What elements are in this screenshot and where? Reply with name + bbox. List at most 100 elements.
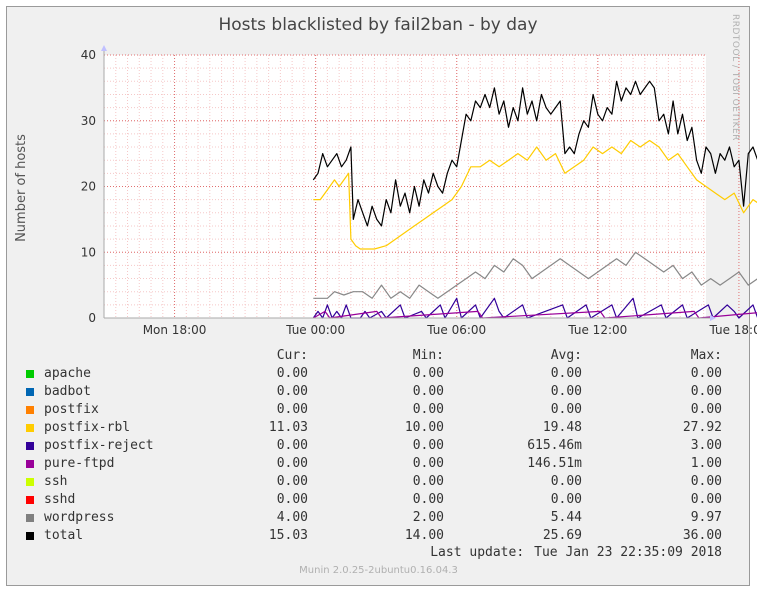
legend-avg: 0.00 [550,402,582,417]
legend-max: 0.00 [690,474,722,489]
chart-title: Hosts blacklisted by fail2ban - by day [218,15,537,35]
y-tick-label: 10 [81,245,96,259]
legend-table: Cur: Min: Avg: Max: apache 0.00 0.00 0.00 0.… [24,347,736,545]
legend-min: 0.00 [412,438,444,453]
legend-row: sshd 0.00 0.00 0.00 0.00 [24,491,736,509]
legend-avg: 0.00 [550,474,582,489]
grid [103,54,740,319]
top-strip [0,0,757,6]
legend-name: wordpress [44,510,115,525]
x-ticks: Mon 18:00 Tue 00:00 Tue 06:00 Tue 12:00 Tue … [143,323,757,337]
legend-min: 0.00 [412,366,444,381]
legend-avg: 19.48 [542,420,582,435]
legend-header: Cur: Min: Avg: Max: [24,347,736,365]
axes [101,45,716,321]
series-line-postfix-rbl [313,139,757,250]
legend-avg: 0.00 [550,366,582,381]
legend-name: sshd [44,492,76,507]
legend-min: 0.00 [412,492,444,507]
series-line-total [312,80,757,227]
y-axis-label: Number of hosts [14,134,29,242]
legend-avg: 615.46m [527,438,582,453]
last-update-label: Last update: [430,545,525,560]
legend-swatch [26,514,34,522]
legend-name: apache [44,366,91,381]
last-update-value: Tue Jan 23 22:35:09 2018 [534,545,722,560]
y-tick-label: 40 [81,48,96,62]
rrdtool-watermark: RRDTOOL / TOBI OETIKER [730,14,740,141]
legend-swatch [26,496,34,504]
x-tick-label: Tue 18:00 [708,323,757,337]
last-update: Last update: Tue Jan 23 22:35:09 2018 [24,545,736,560]
x-tick-label: Tue 06:00 [426,323,486,337]
legend-cur: 0.00 [276,402,308,417]
legend-max: 1.00 [690,456,722,471]
legend-avg: 0.00 [550,384,582,399]
legend-name: badbot [44,384,91,399]
y-axis-arrow [101,45,107,51]
legend-swatch [26,478,34,486]
legend-swatch [26,442,34,450]
legend-row: postfix 0.00 0.00 0.00 0.00 [24,401,736,419]
legend-name: pure-ftpd [44,456,115,471]
legend-max: 0.00 [690,492,722,507]
header-min: Min: [412,348,444,363]
y-tick-label: 30 [81,114,96,128]
legend-swatch [26,532,34,540]
legend-cur: 0.00 [276,492,308,507]
legend-swatch [26,388,34,396]
legend-min: 0.00 [412,384,444,399]
legend-avg: 146.51m [527,456,582,471]
legend-swatch [26,406,34,414]
legend-cur: 0.00 [276,384,308,399]
legend-row: badbot 0.00 0.00 0.00 0.00 [24,383,736,401]
legend-row: wordpress 4.00 2.00 5.44 9.97 [24,509,736,527]
legend-cur: 11.03 [268,420,308,435]
legend-cur: 0.00 [276,438,308,453]
legend-row: ssh 0.00 0.00 0.00 0.00 [24,473,736,491]
legend-max: 0.00 [690,384,722,399]
legend-name: ssh [44,474,68,489]
y-tick-label: 20 [81,180,96,194]
legend-cur: 0.00 [276,456,308,471]
legend-min: 0.00 [412,456,444,471]
legend-row: postfix-rbl 11.03 10.00 19.48 27.92 [24,419,736,437]
legend-cur: 0.00 [276,366,308,381]
header-cur: Cur: [276,348,308,363]
legend-max: 27.92 [682,420,722,435]
legend-cur: 0.00 [276,474,308,489]
legend-min: 0.00 [412,402,444,417]
legend-avg: 5.44 [550,510,582,525]
legend-min: 10.00 [404,420,444,435]
legend-max: 0.00 [690,402,722,417]
legend-name: postfix-reject [44,438,154,453]
y-tick-label: 0 [88,311,96,325]
legend-swatch [26,424,34,432]
header-avg: Avg: [550,348,582,363]
series-line-wordpress [313,251,757,299]
x-tick-label: Tue 00:00 [285,323,345,337]
legend-swatch [26,460,34,468]
legend-min: 14.00 [404,528,444,543]
legend-avg: 0.00 [550,492,582,507]
legend-cur: 15.03 [268,528,308,543]
legend-min: 2.00 [412,510,444,525]
legend-row: total 15.03 14.00 25.69 36.00 [24,527,736,545]
legend-row: apache 0.00 0.00 0.00 0.00 [24,365,736,383]
legend-max: 3.00 [690,438,722,453]
legend-max: 36.00 [682,528,722,543]
x-tick-label: Tue 12:00 [567,323,627,337]
legend-name: postfix [44,402,99,417]
chart: Hosts blacklisted by fail2ban - by day N… [14,14,757,337]
legend-row: postfix-reject 0.00 0.00 615.46m 3.00 [24,437,736,455]
legend-name: total [44,528,84,543]
legend-max: 9.97 [690,510,722,525]
x-axis-arrow [710,315,716,321]
legend-row: pure-ftpd 0.00 0.00 146.51m 1.00 [24,455,736,473]
legend-name: postfix-rbl [44,420,131,435]
legend-avg: 25.69 [542,528,582,543]
header-max: Max: [690,348,722,363]
legend-max: 0.00 [690,366,722,381]
x-tick-label: Mon 18:00 [143,323,207,337]
legend-cur: 4.00 [276,510,308,525]
